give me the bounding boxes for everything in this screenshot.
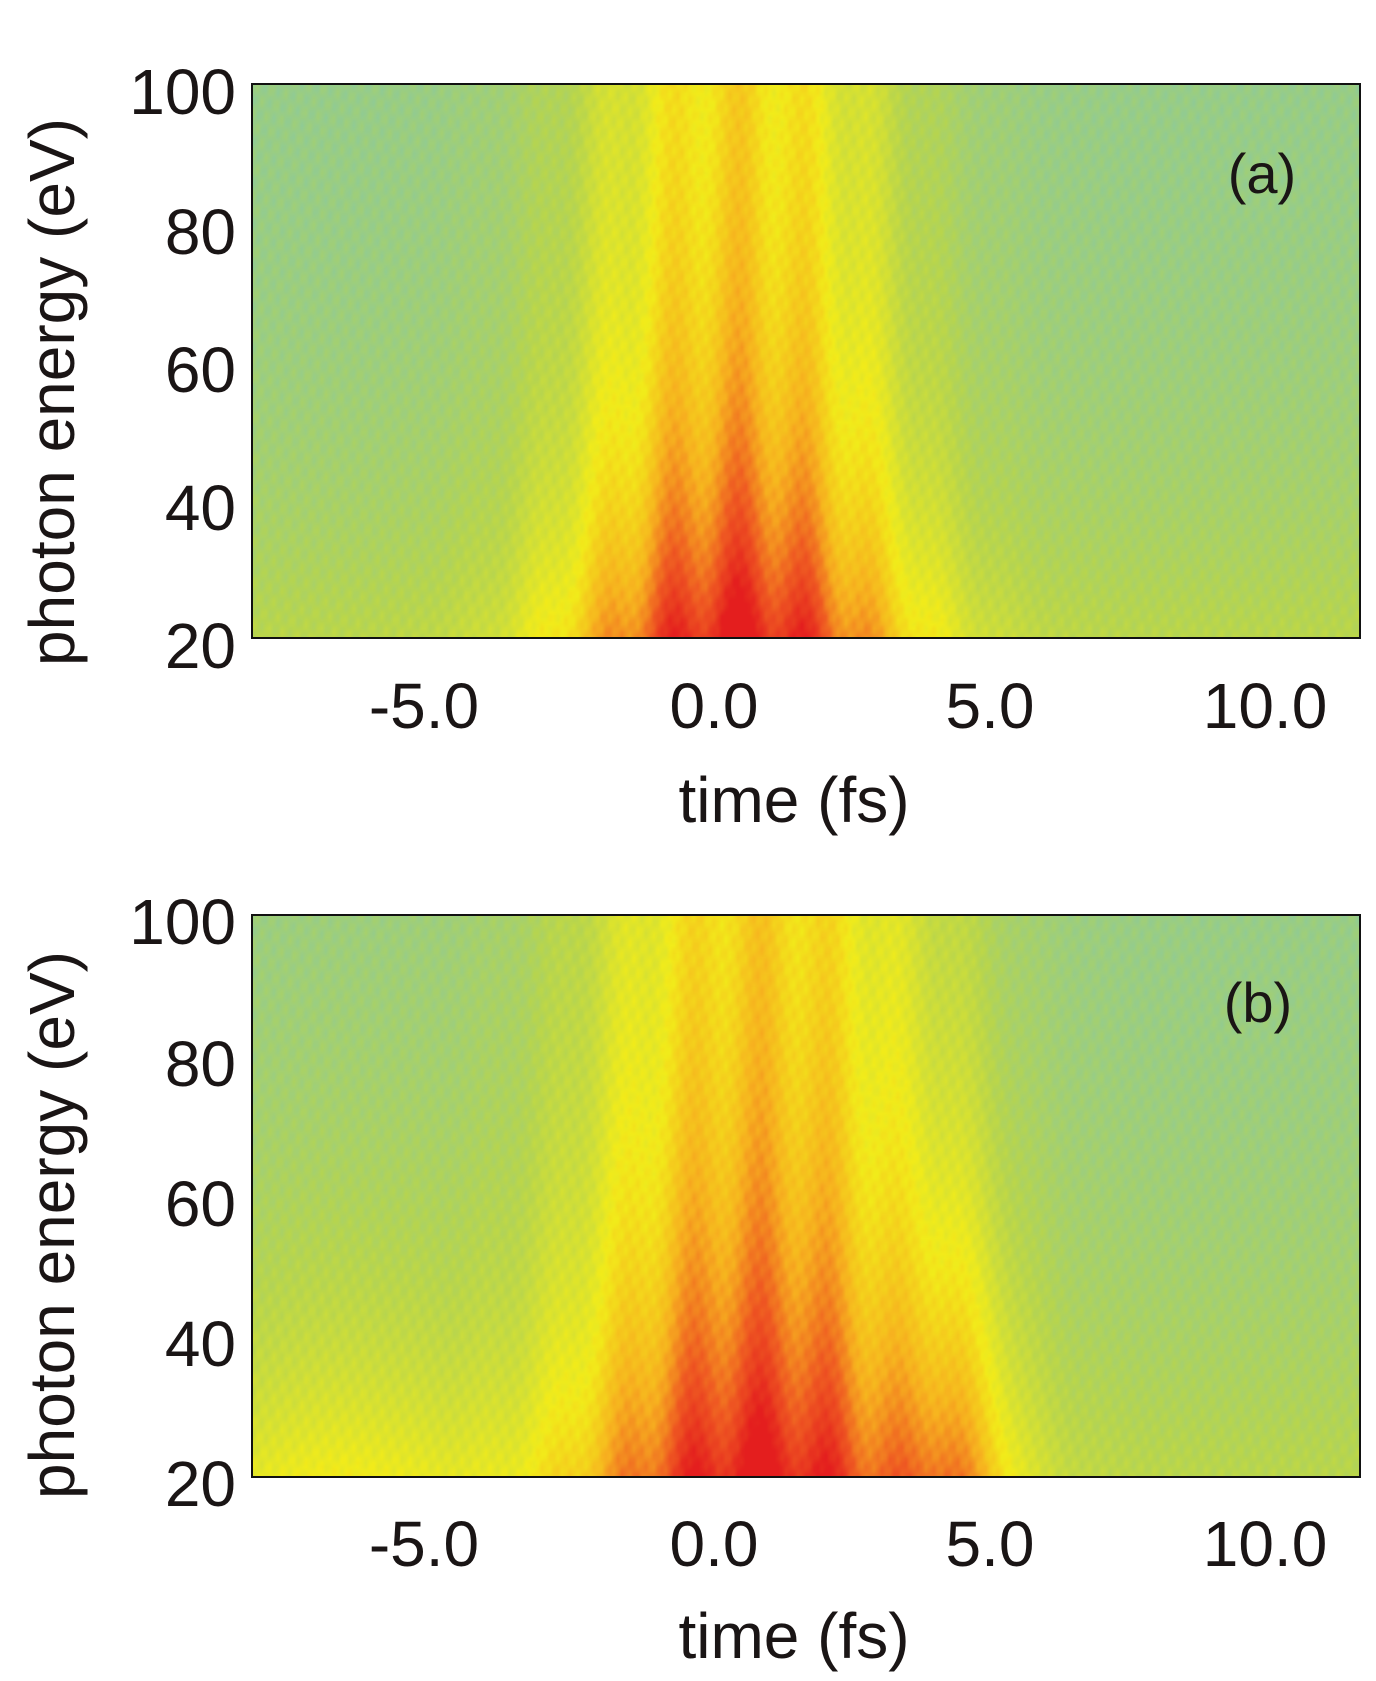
panel-b-y-tick-label: 80 [165, 1028, 236, 1100]
panel-b-y-ticks: 100 80 60 40 20 [129, 886, 236, 1520]
panel-b-y-tick-label: 20 [165, 1448, 236, 1520]
panel-a-y-axis-label: photon energy (eV) [16, 118, 88, 666]
panel-a-y-tick-label: 20 [165, 610, 236, 682]
panel-a-x-tick-label: 10.0 [1203, 670, 1328, 742]
panel-b-x-tick-label: -5.0 [369, 1508, 479, 1580]
panel-b-x-tick-label: 0.0 [670, 1508, 759, 1580]
panel-a-y-ticks: 100 80 60 40 20 [129, 56, 236, 682]
panel-b-y-tick-label: 40 [165, 1308, 236, 1380]
panel-b-plot [251, 914, 1361, 1478]
panel-b-x-tick-label: 10.0 [1203, 1508, 1328, 1580]
panel-a-x-tick-label: -5.0 [369, 670, 479, 742]
panel-a-y-tick-label: 80 [165, 196, 236, 268]
panel-a-x-tick-label: 5.0 [946, 670, 1035, 742]
panel-a-label: (a) [1228, 142, 1296, 205]
panel-b-y-tick-label: 60 [165, 1168, 236, 1240]
panel-a-x-axis-label: time (fs) [678, 764, 909, 836]
panel-a-heatmap [252, 84, 1360, 638]
panel-b: photon energy (eV) 100 80 60 40 20 -5.0 … [16, 886, 1361, 1672]
panel-a-y-tick-label: 100 [129, 56, 236, 128]
panel-b-y-axis-label: photon energy (eV) [16, 951, 88, 1499]
panel-a-y-tick-label: 40 [165, 472, 236, 544]
panel-a-x-ticks: -5.0 0.0 5.0 10.0 [369, 670, 1327, 742]
panel-b-x-tick-label: 5.0 [946, 1508, 1035, 1580]
panel-b-heatmap [252, 915, 1360, 1477]
panel-b-x-ticks: -5.0 0.0 5.0 10.0 [369, 1508, 1327, 1580]
panel-a-plot [251, 83, 1361, 639]
panel-b-plot-frame [251, 914, 1361, 1478]
panel-a-plot-frame [251, 83, 1361, 639]
panel-a-y-tick-label: 60 [165, 334, 236, 406]
panel-b-y-tick-label: 100 [129, 886, 236, 958]
panel-b-label: (b) [1224, 971, 1292, 1034]
panel-a: photon energy (eV) 100 80 60 40 20 -5.0 … [16, 56, 1361, 836]
panel-b-x-axis-label: time (fs) [678, 1600, 909, 1672]
panel-a-x-tick-label: 0.0 [670, 670, 759, 742]
